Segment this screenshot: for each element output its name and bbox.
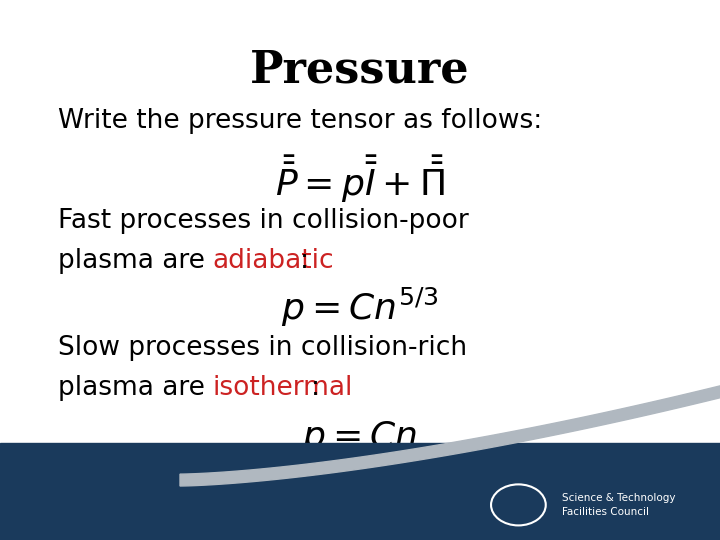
Text: Slow processes in collision-rich: Slow processes in collision-rich [58, 335, 467, 361]
Text: $p = Cn^{5/3}$: $p = Cn^{5/3}$ [281, 286, 439, 329]
Text: :: : [311, 375, 320, 401]
Text: $\bar{\bar{P}} = p\bar{\bar{I}} + \bar{\bar{\Pi}}$: $\bar{\bar{P}} = p\bar{\bar{I}} + \bar{\… [275, 154, 445, 205]
Text: Fast processes in collision-poor: Fast processes in collision-poor [58, 208, 468, 234]
Text: plasma are: plasma are [58, 248, 213, 274]
Text: Write the pressure tensor as follows:: Write the pressure tensor as follows: [58, 108, 542, 134]
Text: Science & Technology
Facilities Council: Science & Technology Facilities Council [562, 493, 675, 517]
Text: $p = Cn$: $p = Cn$ [302, 418, 418, 456]
Text: plasma are: plasma are [58, 375, 213, 401]
Text: adiabatic: adiabatic [212, 248, 334, 274]
Text: :: : [300, 248, 310, 274]
Text: Pressure: Pressure [250, 49, 470, 92]
Polygon shape [180, 377, 720, 486]
Text: isothermal: isothermal [212, 375, 353, 401]
Bar [0, 443, 720, 540]
